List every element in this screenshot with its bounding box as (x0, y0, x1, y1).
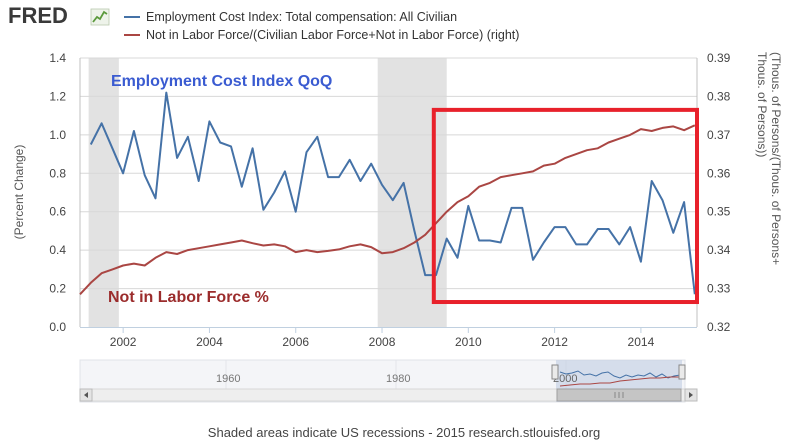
x-tick-label: 2006 (282, 335, 309, 349)
left-tick-label: 1.0 (49, 128, 66, 142)
x-tick-label: 2014 (628, 335, 655, 349)
x-tick-label: 2004 (196, 335, 223, 349)
right-tick-label: 0.36 (707, 166, 731, 180)
right-axis-title-line-2: Thous. of Persons)) (755, 52, 769, 157)
left-axis-title: (Percent Change) (12, 145, 26, 240)
left-tick-label: 1.4 (49, 51, 66, 65)
x-axis: 2002 2004 2006 2008 2010 2012 2014 (110, 327, 655, 349)
legend-label-eci[interactable]: Employment Cost Index: Total compensatio… (146, 10, 457, 24)
navigator-label-1980: 1980 (386, 373, 410, 385)
navigator-label-2000: 2000 (553, 373, 577, 385)
navigator-series-nilf (559, 376, 680, 387)
fred-logo-chart-icon (90, 8, 110, 26)
right-y-axis: 0.32 0.33 0.34 0.35 0.36 0.37 0.38 0.39 (707, 51, 731, 334)
navigator-label-1960: 1960 (216, 373, 240, 385)
scroll-left-arrow-icon (84, 392, 88, 398)
right-tick-label: 0.34 (707, 243, 731, 257)
navigator-handle-right[interactable] (678, 364, 686, 380)
left-tick-label: 1.2 (49, 89, 66, 103)
series-line-eci (89, 91, 696, 295)
series-lines (79, 91, 696, 295)
eci-annotation: Employment Cost Index QoQ (111, 73, 332, 90)
right-tick-label: 0.39 (707, 51, 731, 65)
left-tick-label: 0.4 (49, 243, 66, 257)
left-y-axis: 0.0 0.2 0.4 0.6 0.8 1.0 1.2 1.4 (49, 51, 66, 334)
right-tick-label: 0.37 (707, 128, 731, 142)
scrollbar[interactable] (79, 388, 698, 402)
series-line-nilf (79, 124, 696, 295)
x-tick-label: 2002 (110, 335, 137, 349)
fred-logo-text: FRED (8, 3, 68, 28)
right-axis-title-line-1: (Thous. of Persons/(Thous. of Persons+ (769, 52, 783, 265)
right-tick-label: 0.33 (707, 282, 731, 296)
gridlines (80, 57, 697, 290)
right-tick-label: 0.35 (707, 205, 731, 219)
navigator-handle-left[interactable] (551, 364, 559, 380)
recession-band-1 (88, 58, 119, 327)
right-tick-label: 0.38 (707, 89, 731, 103)
legend-label-nilf[interactable]: Not in Labor Force/(Civilian Labor Force… (146, 28, 519, 42)
fred-logo: FRED (8, 3, 110, 28)
scrollbar-grip-icon (614, 392, 624, 398)
highlight-box (431, 107, 699, 305)
left-tick-label: 0.0 (49, 320, 66, 334)
navigator-series-eci (559, 370, 681, 379)
left-tick-label: 0.6 (49, 205, 66, 219)
nilf-annotation: Not in Labor Force % (108, 289, 269, 306)
right-axis-title: (Thous. of Persons/(Thous. of Persons+ T… (755, 52, 783, 268)
scroll-right-arrow-icon (689, 392, 693, 398)
left-tick-label: 0.2 (49, 282, 66, 296)
left-tick-label: 0.8 (49, 166, 66, 180)
right-tick-label: 0.32 (707, 320, 731, 334)
legend: Employment Cost Index: Total compensatio… (124, 10, 519, 42)
x-tick-label: 2010 (455, 335, 482, 349)
x-tick-label: 2012 (541, 335, 568, 349)
x-tick-label: 2008 (369, 335, 396, 349)
footer-note: Shaded areas indicate US recessions - 20… (208, 425, 600, 440)
